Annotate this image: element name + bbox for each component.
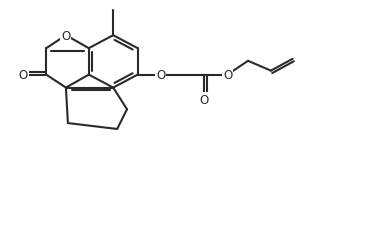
Text: O: O <box>199 93 209 106</box>
Text: O: O <box>19 69 28 82</box>
Text: O: O <box>156 69 165 82</box>
Text: O: O <box>61 30 71 43</box>
Text: O: O <box>223 69 232 82</box>
